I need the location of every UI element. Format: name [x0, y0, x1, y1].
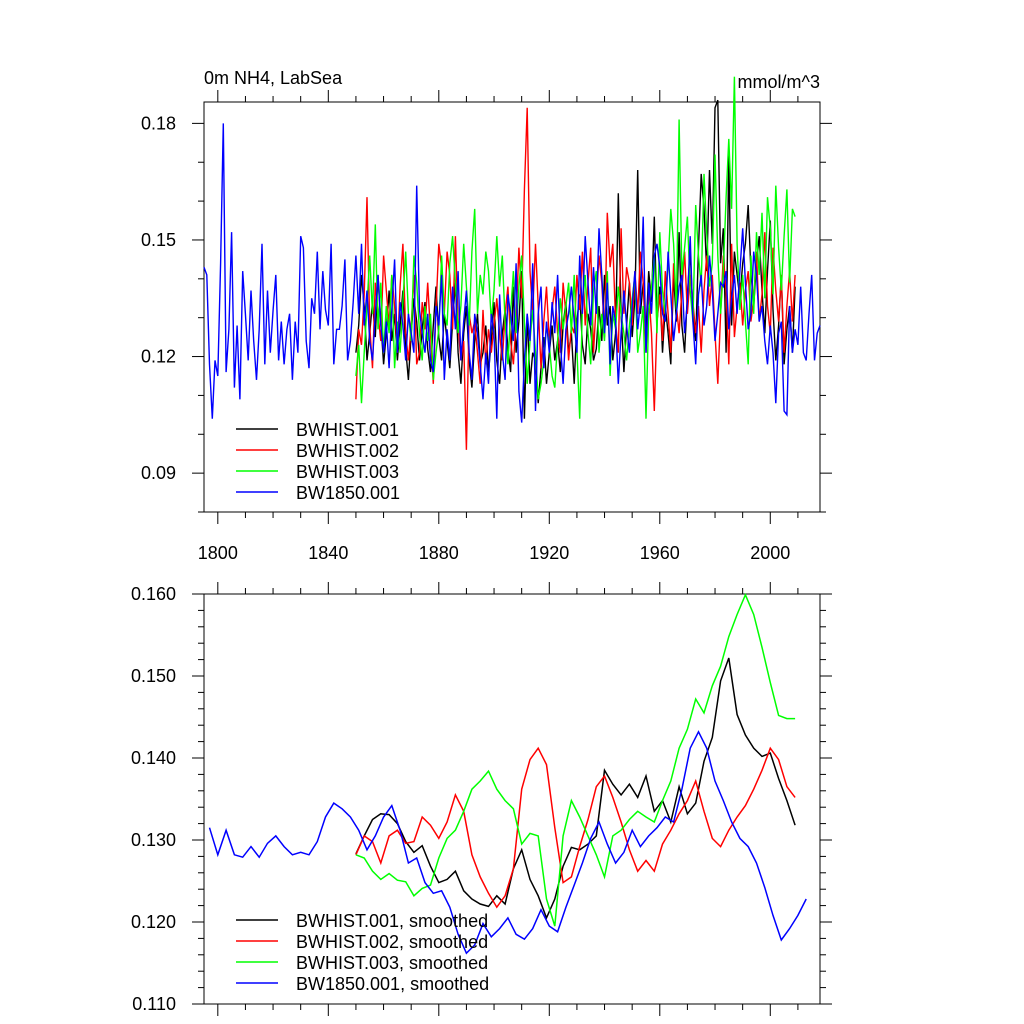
bottom-series-lines: [208, 592, 807, 955]
top-legend: BWHIST.001 BWHIST.002 BWHIST.003 BW1850.…: [236, 420, 400, 503]
top-plot-frame: [203, 101, 821, 513]
top-y-tick-label-1: 0.12: [141, 347, 176, 367]
bottom-y-tick-labels: 0.110 0.120 0.130 0.140 0.150 0.160: [131, 584, 176, 1014]
bottom-plot-frame: [203, 593, 821, 1005]
top-units-label: mmol/m^3: [738, 72, 820, 92]
legend-label-bw1850-001-smoothed: BW1850.001, smoothed: [296, 974, 489, 994]
bottom-panel: 0.110 0.120 0.130 0.140 0.150 0.160 BWHI…: [131, 582, 832, 1016]
series-line-bw1850-001: [203, 123, 821, 423]
legend-label-bwhist-001-smoothed: BWHIST.001, smoothed: [296, 911, 488, 931]
legend-label-bwhist-001: BWHIST.001: [296, 420, 399, 440]
top-x-tick-label-4: 1960: [640, 543, 680, 563]
series-line-bwhist-003-smoothed: [355, 592, 796, 927]
bottom-legend: BWHIST.001, smoothed BWHIST.002, smoothe…: [236, 911, 489, 994]
top-x-tick-label-5: 2000: [750, 543, 790, 563]
bottom-y-tick-label-2: 0.130: [131, 830, 176, 850]
top-chart-title: 0m NH4, LabSea: [204, 68, 343, 88]
bottom-y-tick-label-1: 0.120: [131, 912, 176, 932]
top-y-tick-labels: 0.09 0.12 0.15 0.18: [141, 113, 176, 483]
bottom-y-tick-label-3: 0.140: [131, 748, 176, 768]
bottom-y-tick-label-0: 0.110: [132, 994, 176, 1014]
legend-label-bwhist-002-smoothed: BWHIST.002, smoothed: [296, 932, 488, 952]
top-x-tick-label-3: 1920: [529, 543, 569, 563]
top-y-tick-label-0: 0.09: [141, 463, 176, 483]
bottom-y-tick-label-5: 0.160: [131, 584, 176, 604]
top-series-lines: [203, 76, 821, 450]
series-line-bw1850-001-smoothed: [208, 730, 807, 955]
top-y-tick-label-3: 0.18: [141, 113, 176, 133]
series-line-bwhist-001: [355, 99, 796, 419]
top-x-tick-label-1: 1840: [308, 543, 348, 563]
legend-label-bwhist-002: BWHIST.002: [296, 441, 399, 461]
top-x-tick-label-0: 1800: [198, 543, 238, 563]
bottom-axis-ticks: [192, 582, 832, 1016]
top-x-tick-label-2: 1880: [419, 543, 459, 563]
top-axis-ticks: [192, 90, 832, 524]
bottom-y-tick-label-4: 0.150: [131, 666, 176, 686]
top-x-tick-labels: 1800 1840 1880 1920 1960 2000: [198, 543, 791, 563]
top-panel: 0m NH4, LabSea mmol/m^3 0.09 0.12 0.15 0…: [141, 68, 832, 563]
legend-label-bwhist-003: BWHIST.003: [296, 462, 399, 482]
legend-label-bw1850-001: BW1850.001: [296, 483, 400, 503]
series-line-bwhist-001-smoothed: [355, 657, 796, 920]
top-y-tick-label-2: 0.15: [141, 230, 176, 250]
legend-label-bwhist-003-smoothed: BWHIST.003, smoothed: [296, 953, 488, 973]
series-line-bwhist-002-smoothed: [355, 746, 796, 909]
